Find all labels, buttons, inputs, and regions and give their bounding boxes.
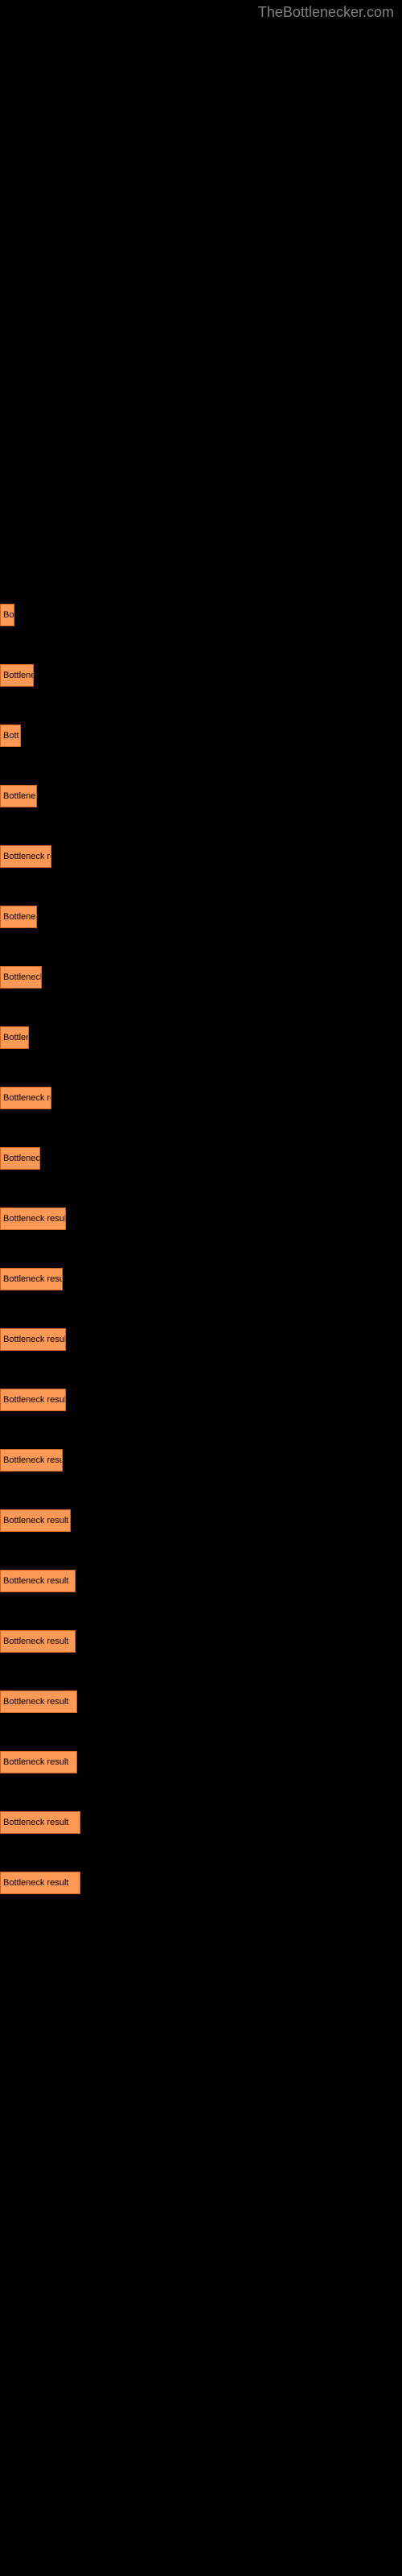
bar-row: Bottleneck re: [0, 1087, 402, 1109]
bar-row: Bottleneck result f: [0, 1208, 402, 1230]
chart-bar-10: Bottleneck result f: [0, 1208, 66, 1230]
chart-bar-5: Bottlenec: [0, 906, 37, 928]
chart-bar-16: Bottleneck result: [0, 1570, 76, 1592]
chart-bar-4: Bottleneck re: [0, 845, 51, 868]
chart-bar-7: Bottlen: [0, 1026, 29, 1049]
watermark-text: TheBottlenecker.com: [258, 4, 394, 21]
bar-row: Bottlene: [0, 664, 402, 687]
chart-bar-1: Bottlene: [0, 664, 34, 687]
bar-row: Bottleneck re: [0, 845, 402, 868]
chart-bar-0: Bo: [0, 604, 14, 626]
chart-bar-18: Bottleneck result: [0, 1690, 77, 1713]
chart-bar-2: Bott: [0, 724, 21, 747]
chart-bar-19: Bottleneck result: [0, 1751, 77, 1773]
bar-row: Bott: [0, 724, 402, 747]
bar-row: Bottleneck result: [0, 1328, 402, 1351]
bar-row: Bottleneck result: [0, 1630, 402, 1653]
chart-bar-6: Bottleneck: [0, 966, 42, 989]
chart-bar-17: Bottleneck result: [0, 1630, 76, 1653]
bar-chart: Bo Bottlene Bott Bottlenec Bottleneck re…: [0, 0, 402, 1894]
bar-row: Bottlenec: [0, 785, 402, 807]
chart-bar-14: Bottleneck resul: [0, 1449, 63, 1472]
bar-row: Bottleneck result: [0, 1811, 402, 1834]
bar-row: Bottleneck result: [0, 1872, 402, 1894]
chart-bar-12: Bottleneck result: [0, 1328, 66, 1351]
bar-row: Bottleneck result: [0, 1690, 402, 1713]
chart-bar-9: Bottlenec: [0, 1147, 40, 1170]
bar-row: Bottleneck result: [0, 1570, 402, 1592]
bar-row: Bottleneck result: [0, 1389, 402, 1411]
bar-row: Bottlen: [0, 1026, 402, 1049]
bar-row: Bottlenec: [0, 1147, 402, 1170]
bar-row: Bottleneck resul: [0, 1449, 402, 1472]
chart-bar-21: Bottleneck result: [0, 1872, 80, 1894]
chart-bar-20: Bottleneck result: [0, 1811, 80, 1834]
chart-bar-3: Bottlenec: [0, 785, 37, 807]
bar-row: Bottleneck: [0, 966, 402, 989]
bar-row: Bottleneck result: [0, 1751, 402, 1773]
chart-bar-11: Bottleneck result: [0, 1268, 63, 1290]
bar-row: Bo: [0, 604, 402, 626]
chart-bar-8: Bottleneck re: [0, 1087, 51, 1109]
bar-row: Bottleneck result: [0, 1268, 402, 1290]
chart-bar-15: Bottleneck result: [0, 1509, 71, 1532]
bar-row: Bottleneck result: [0, 1509, 402, 1532]
chart-bar-13: Bottleneck result: [0, 1389, 66, 1411]
bar-row: Bottlenec: [0, 906, 402, 928]
